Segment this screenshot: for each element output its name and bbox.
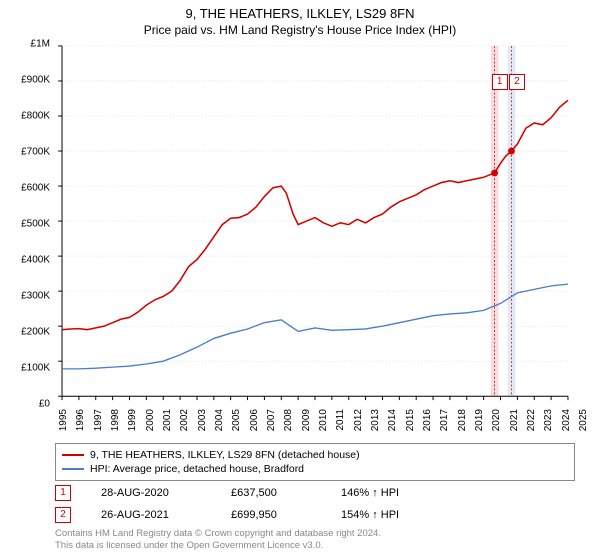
marker-price: £699,950: [231, 509, 311, 521]
x-axis-tick-label: 1998: [110, 409, 121, 431]
footer-attribution: Contains HM Land Registry data © Crown c…: [55, 528, 381, 552]
x-axis-tick-label: 2004: [214, 409, 225, 431]
y-axis-tick-label: £700K: [21, 147, 50, 158]
legend-label: 9, THE HEATHERS, ILKLEY, LS29 8FN (detac…: [90, 449, 360, 461]
x-axis-tick-label: 1995: [58, 409, 69, 431]
x-axis-tick-label: 2007: [266, 409, 277, 431]
sale-markers-table: 1 28-AUG-2020 £637,500 146% ↑ HPI 2 26-A…: [55, 482, 421, 526]
x-axis-tick-label: 2024: [561, 409, 572, 431]
marker-id-box: 1: [55, 485, 71, 501]
x-axis-tick-label: 2001: [162, 409, 173, 431]
x-axis-tick-label: 1996: [75, 409, 86, 431]
x-axis-tick-label: 2008: [283, 409, 294, 431]
x-axis-tick-label: 2013: [370, 409, 381, 431]
x-axis-tick-label: 2014: [387, 409, 398, 431]
x-axis-tick-label: 2009: [301, 409, 312, 431]
marker-id-box: 2: [55, 507, 71, 523]
x-axis-tick-label: 2010: [318, 409, 329, 431]
legend-item: HPI: Average price, detached house, Brad…: [62, 462, 568, 476]
x-axis-tick-label: 2025: [578, 409, 589, 431]
x-axis-tick-label: 2023: [543, 409, 554, 431]
footer-line: Contains HM Land Registry data © Crown c…: [55, 528, 381, 540]
y-axis-tick-label: £200K: [21, 327, 50, 338]
house-price-chart-card: 9, THE HEATHERS, ILKLEY, LS29 8FN Price …: [0, 0, 600, 560]
y-axis-tick-label: £800K: [21, 111, 50, 122]
legend-swatch: [62, 454, 84, 456]
table-row: 1 28-AUG-2020 £637,500 146% ↑ HPI: [55, 482, 421, 504]
marker-price: £637,500: [231, 487, 311, 499]
y-axis-tick-label: £400K: [21, 255, 50, 266]
y-axis-tick-label: £600K: [21, 183, 50, 194]
chart-svg: [55, 44, 575, 404]
legend: 9, THE HEATHERS, ILKLEY, LS29 8FN (detac…: [55, 443, 575, 481]
chart-area: £0£100K£200K£300K£400K£500K£600K£700K£80…: [55, 44, 575, 404]
x-axis-tick-label: 2011: [335, 409, 346, 431]
chart-subtitle: Price paid vs. HM Land Registry's House …: [0, 21, 600, 37]
marker-date: 26-AUG-2021: [101, 509, 201, 521]
x-axis-tick-label: 2002: [179, 409, 190, 431]
x-axis-tick-label: 2019: [474, 409, 485, 431]
y-axis-tick-label: £100K: [21, 363, 50, 374]
y-axis-tick-label: £500K: [21, 219, 50, 230]
marker-date: 28-AUG-2020: [101, 487, 201, 499]
legend-item: 9, THE HEATHERS, ILKLEY, LS29 8FN (detac…: [62, 448, 568, 462]
x-axis-tick-label: 2003: [197, 409, 208, 431]
y-axis-tick-label: £1M: [31, 39, 50, 50]
footer-line: This data is licensed under the Open Gov…: [55, 540, 381, 552]
x-axis-tick-label: 2000: [145, 409, 156, 431]
x-axis-tick-label: 2012: [353, 409, 364, 431]
x-axis-tick-label: 2006: [249, 409, 260, 431]
y-axis-tick-label: £300K: [21, 291, 50, 302]
chart-marker-label: 2: [509, 74, 525, 90]
x-axis-tick-label: 2005: [231, 409, 242, 431]
x-axis-tick-label: 2021: [509, 409, 520, 431]
legend-label: HPI: Average price, detached house, Brad…: [90, 463, 304, 475]
marker-pct: 146% ↑ HPI: [341, 487, 421, 499]
chart-marker-label: 1: [492, 74, 508, 90]
y-axis-tick-label: £900K: [21, 75, 50, 86]
x-axis-tick-label: 1997: [93, 409, 104, 431]
x-axis-tick-label: 1999: [127, 409, 138, 431]
x-axis-tick-label: 2015: [405, 409, 416, 431]
y-axis-tick-label: £0: [39, 399, 50, 410]
marker-pct: 154% ↑ HPI: [341, 509, 421, 521]
x-axis-tick-label: 2016: [422, 409, 433, 431]
x-axis-tick-label: 2020: [491, 409, 502, 431]
chart-title: 9, THE HEATHERS, ILKLEY, LS29 8FN: [0, 0, 600, 21]
legend-swatch: [62, 468, 84, 470]
x-axis-tick-label: 2018: [457, 409, 468, 431]
table-row: 2 26-AUG-2021 £699,950 154% ↑ HPI: [55, 504, 421, 526]
x-axis-tick-label: 2022: [526, 409, 537, 431]
x-axis-tick-label: 2017: [439, 409, 450, 431]
